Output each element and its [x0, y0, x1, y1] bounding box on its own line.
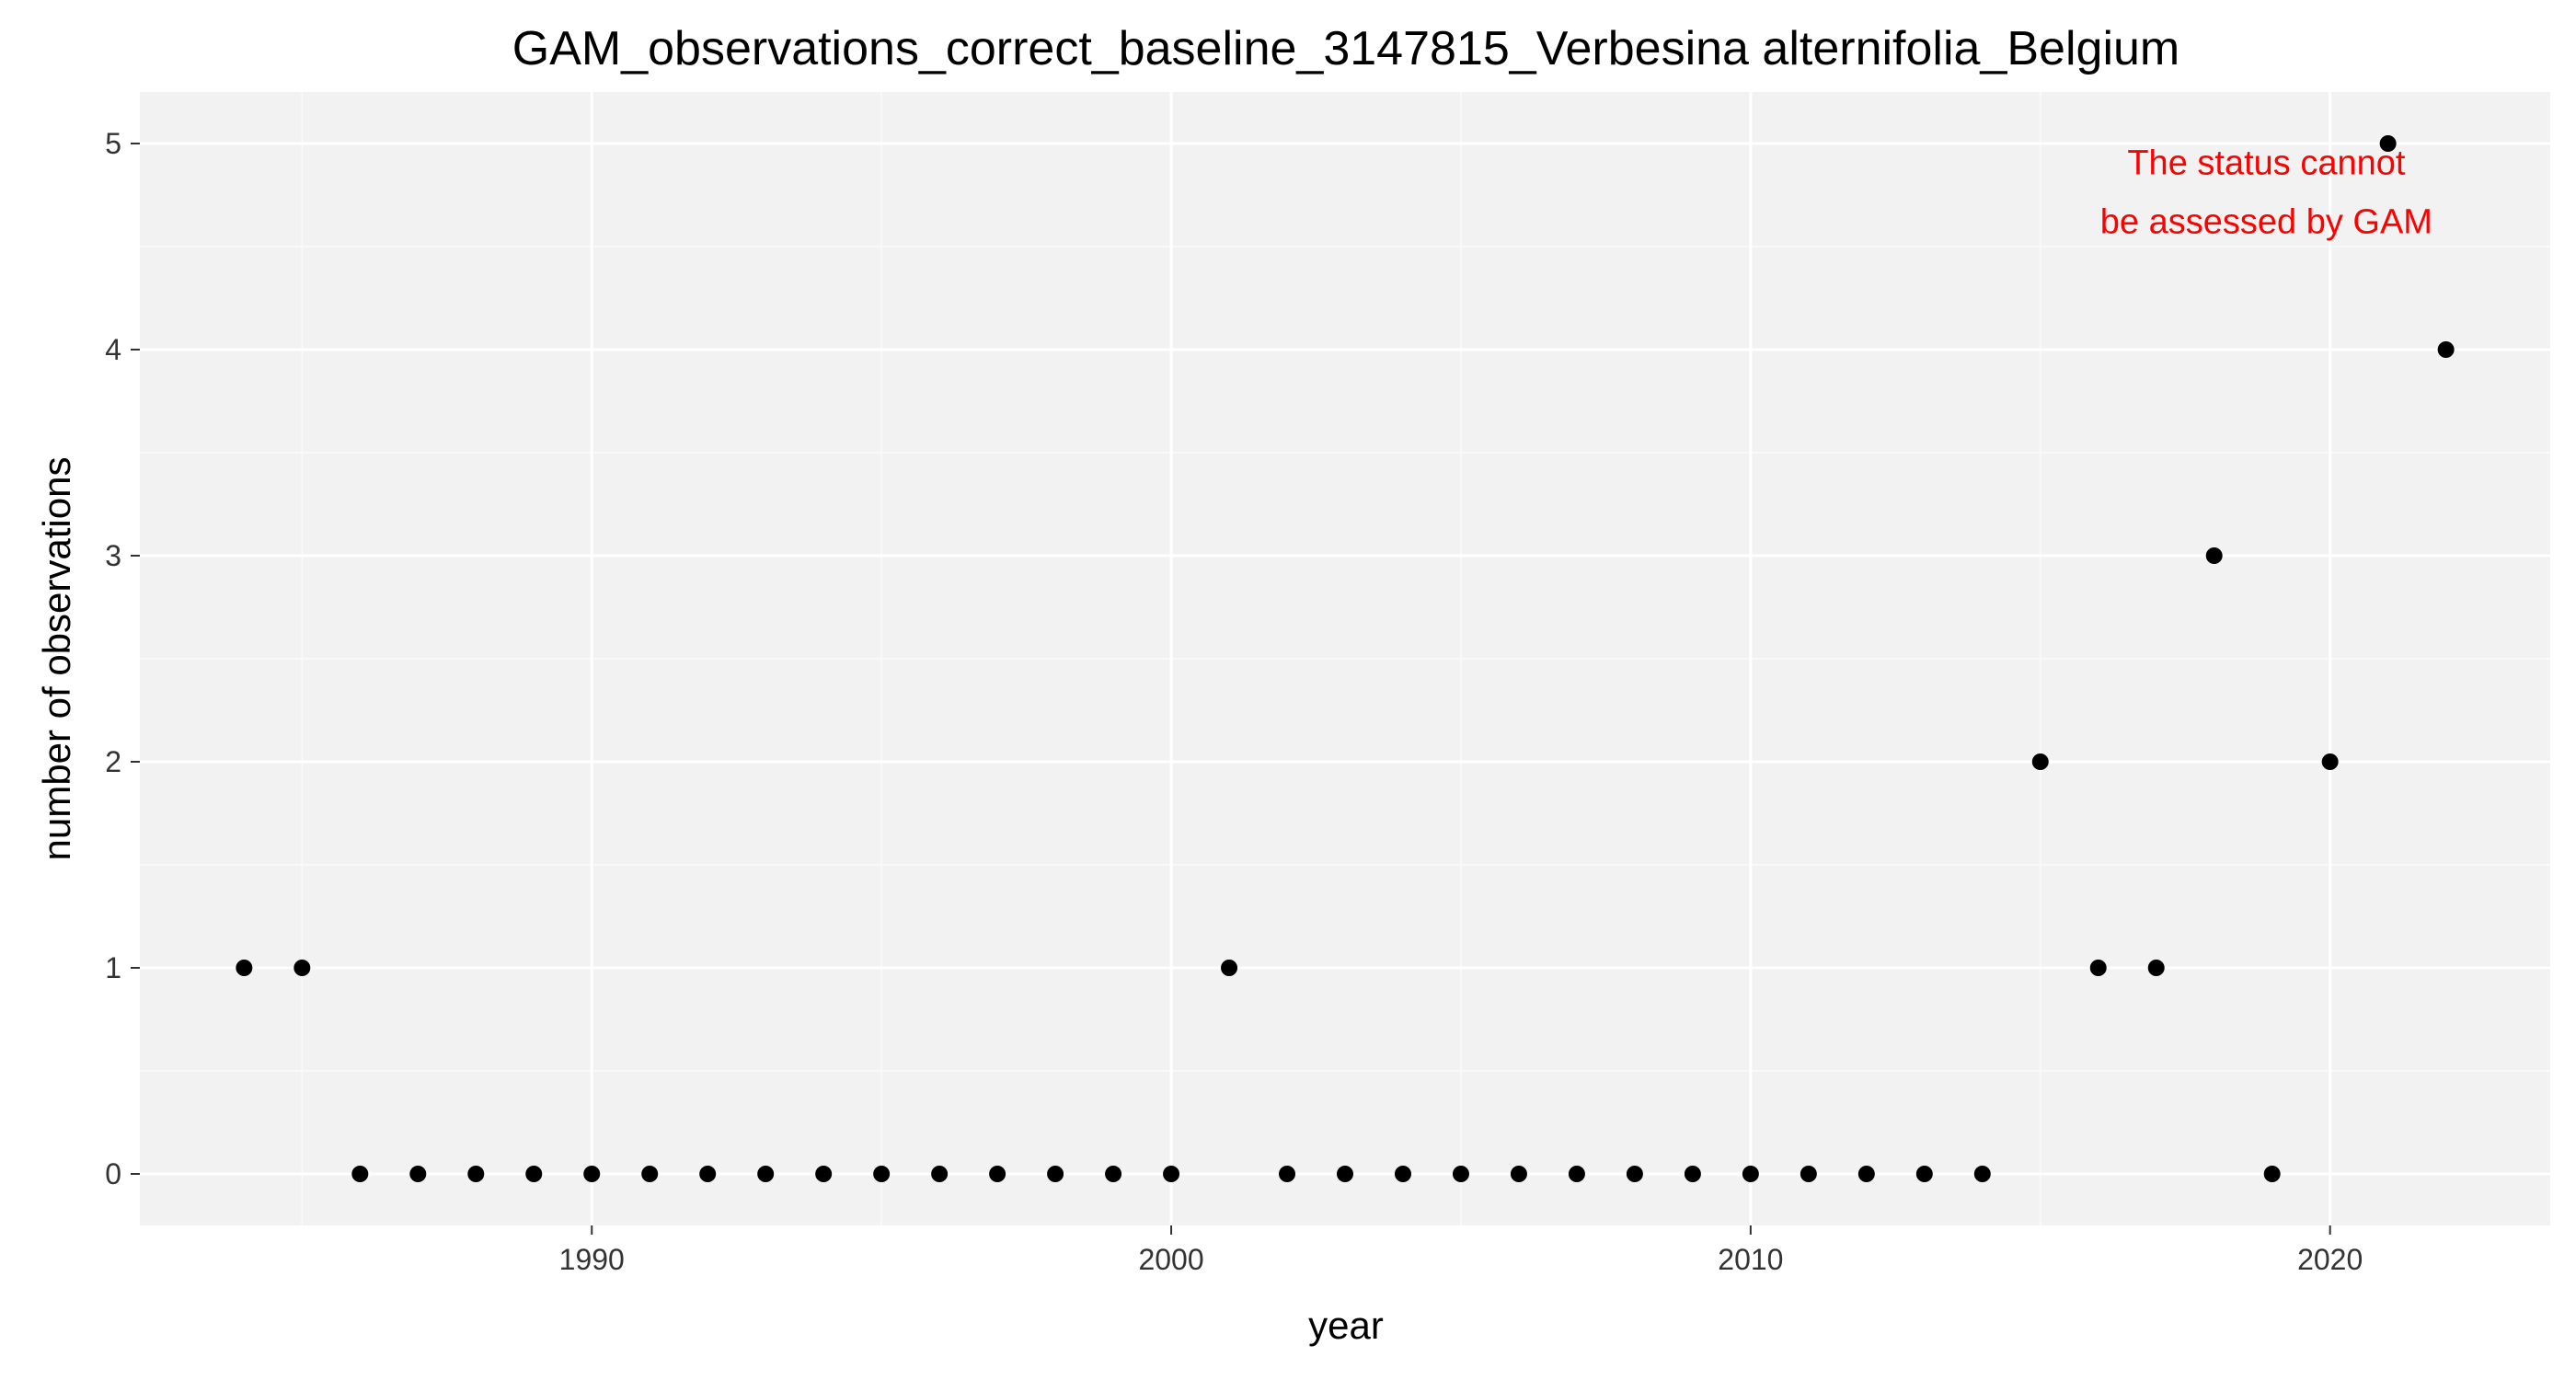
- x-axis: 1990 2000 2010 2020: [559, 1225, 2363, 1276]
- data-point: [1163, 1166, 1180, 1182]
- y-tick-label: 1: [105, 951, 121, 984]
- data-point: [1742, 1166, 1759, 1182]
- annotation-layer: The status cannot be assessed by GAM: [2100, 144, 2432, 242]
- data-point: [1047, 1166, 1064, 1182]
- data-point: [1800, 1166, 1817, 1182]
- data-point: [2263, 1166, 2281, 1182]
- y-axis-title: number of observations: [35, 457, 78, 861]
- data-point: [583, 1166, 601, 1182]
- points-layer: [236, 135, 2455, 1182]
- x-tick-label: 2000: [1138, 1243, 1203, 1276]
- y-tick-label: 2: [105, 745, 121, 778]
- x-tick-label: 2010: [1718, 1243, 1783, 1276]
- data-point: [699, 1166, 717, 1182]
- data-point: [1626, 1166, 1643, 1182]
- chart-title: GAM_observations_correct_baseline_314781…: [512, 22, 2179, 75]
- y-tick-label: 5: [105, 127, 121, 160]
- data-point: [815, 1166, 833, 1182]
- data-point: [2379, 135, 2397, 152]
- data-point: [1973, 1166, 1991, 1182]
- annotation-line: be assessed by GAM: [2100, 203, 2432, 242]
- data-point: [2321, 753, 2339, 770]
- data-point: [641, 1166, 659, 1182]
- data-point: [2089, 960, 2107, 976]
- data-point: [293, 960, 311, 976]
- x-tick-label: 1990: [559, 1243, 625, 1276]
- data-point: [409, 1166, 427, 1182]
- data-point: [1105, 1166, 1122, 1182]
- annotation-line: The status cannot: [2127, 144, 2406, 183]
- data-point: [1221, 960, 1238, 976]
- data-point: [931, 1166, 949, 1182]
- data-point: [757, 1166, 775, 1182]
- data-point: [2205, 547, 2223, 564]
- data-point: [2147, 960, 2165, 976]
- data-point: [1394, 1166, 1411, 1182]
- data-point: [1510, 1166, 1527, 1182]
- y-tick-label: 3: [105, 539, 121, 572]
- y-tick-label: 0: [105, 1157, 121, 1190]
- x-tick-label: 2020: [2297, 1243, 2363, 1276]
- x-axis-title: year: [1308, 1304, 1384, 1347]
- data-point: [873, 1166, 891, 1182]
- data-point: [1857, 1166, 1875, 1182]
- grid-major: [140, 92, 2550, 1225]
- data-point: [351, 1166, 369, 1182]
- data-point: [1337, 1166, 1353, 1182]
- data-point: [236, 960, 253, 976]
- data-point: [1684, 1166, 1701, 1182]
- y-axis: 0 1 2 3 4 5: [105, 127, 140, 1190]
- data-point: [525, 1166, 543, 1182]
- grid-minor: [140, 92, 2550, 1225]
- data-point: [1279, 1166, 1296, 1182]
- data-point: [989, 1166, 1006, 1182]
- data-point: [1915, 1166, 1933, 1182]
- data-point: [1568, 1166, 1585, 1182]
- data-point: [2031, 753, 2049, 770]
- data-point: [2437, 341, 2455, 358]
- y-tick-label: 4: [105, 333, 121, 366]
- data-point: [1452, 1166, 1469, 1182]
- data-point: [467, 1166, 485, 1182]
